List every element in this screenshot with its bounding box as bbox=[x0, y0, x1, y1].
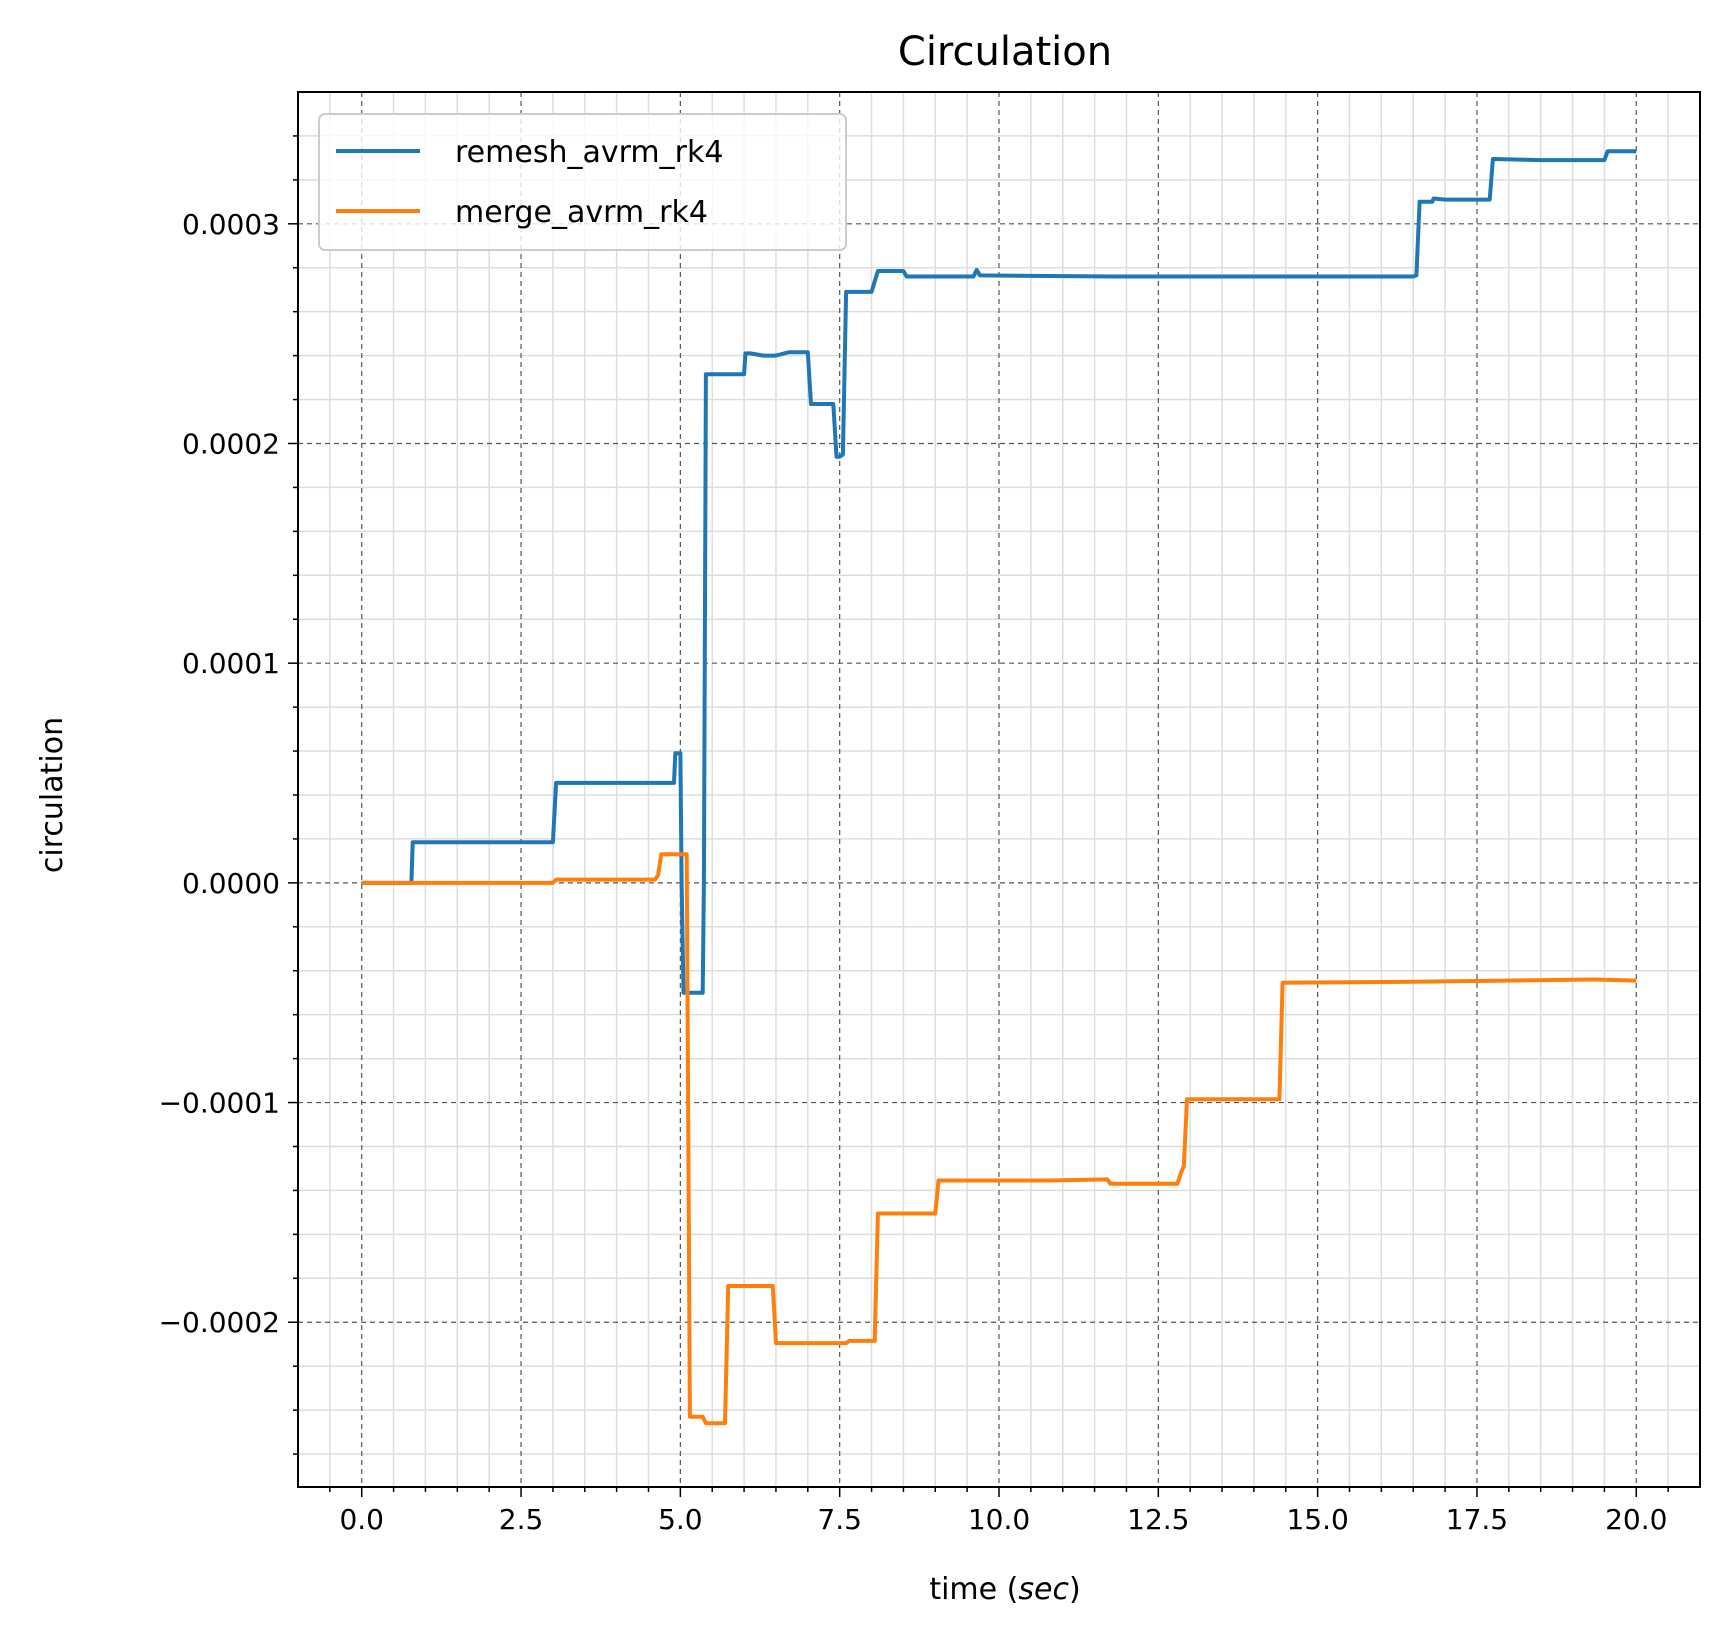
legend-label-remesh: remesh_avrm_rk4 bbox=[455, 135, 723, 170]
y-tick-label: 0.0001 bbox=[182, 647, 280, 680]
legend: remesh_avrm_rk4 merge_avrm_rk4 bbox=[318, 113, 847, 251]
x-tick-label: 5.0 bbox=[658, 1503, 703, 1536]
legend-box bbox=[318, 113, 847, 251]
x-tick-label: 20.0 bbox=[1605, 1503, 1667, 1536]
y-axis-label: circulation bbox=[35, 717, 70, 873]
x-tick-label: 17.5 bbox=[1446, 1503, 1508, 1536]
x-axis-label-unit: sec bbox=[1018, 1572, 1069, 1607]
minor-grid bbox=[298, 92, 1700, 1487]
x-tick-label: 15.0 bbox=[1286, 1503, 1348, 1536]
x-tick-label: 7.5 bbox=[817, 1503, 862, 1536]
series-layer bbox=[361, 149, 1637, 1426]
chart-title: Circulation bbox=[898, 29, 1112, 75]
x-tick-label: 0.0 bbox=[339, 1503, 384, 1536]
y-axis-ticks: −0.0002 −0.0001 0.0000 0.0001 0.0002 0.0003 bbox=[159, 135, 298, 1455]
x-axis-label-text: time bbox=[929, 1572, 997, 1607]
y-tick-label: −0.0001 bbox=[159, 1087, 280, 1120]
legend-label-merge: merge_avrm_rk4 bbox=[455, 195, 708, 230]
y-tick-label: 0.0003 bbox=[182, 208, 280, 241]
x-tick-label: 10.0 bbox=[968, 1503, 1030, 1536]
x-tick-label: 2.5 bbox=[499, 1503, 544, 1536]
series-line-merge_avrm_rk4 bbox=[361, 852, 1637, 1426]
x-axis-ticks: 0.0 2.5 5.0 7.5 10.0 12.5 15.0 17.5 20.0 bbox=[329, 1487, 1669, 1536]
x-tick-label: 12.5 bbox=[1127, 1503, 1189, 1536]
y-tick-label: 0.0000 bbox=[182, 867, 280, 900]
series-line-remesh_avrm_rk4 bbox=[361, 149, 1637, 995]
y-tick-label: 0.0002 bbox=[182, 427, 280, 460]
y-tick-label: −0.0002 bbox=[159, 1306, 280, 1339]
x-axis-label: time (sec) bbox=[929, 1572, 1080, 1607]
